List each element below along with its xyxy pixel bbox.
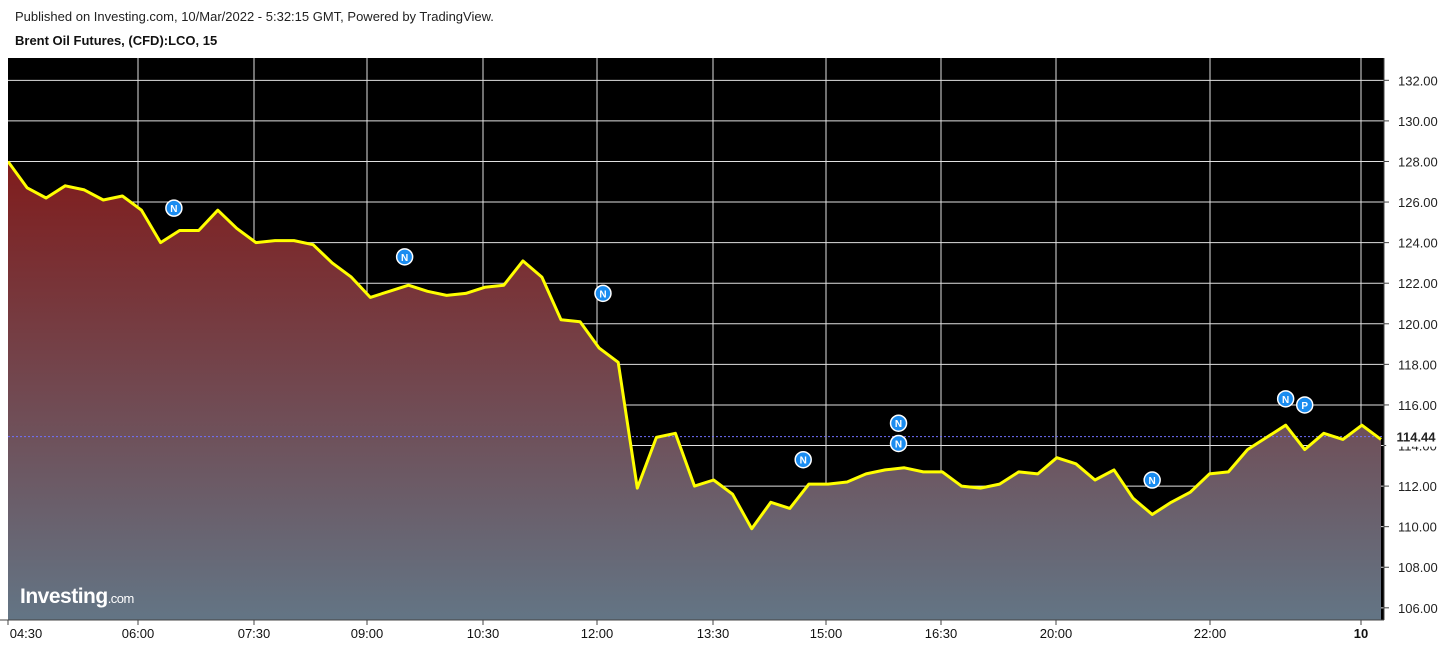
news-marker[interactable]: N	[889, 414, 908, 432]
marker-label: N	[895, 419, 902, 430]
marker-label: N	[1282, 395, 1289, 406]
y-tick-label: 128.00	[1398, 154, 1438, 169]
price-line	[8, 160, 1382, 531]
logo-suffix: .com	[108, 591, 134, 606]
x-tick-label: 10:30	[467, 626, 500, 641]
marker-label: N	[599, 289, 606, 300]
chart-header: Published on Investing.com, 10/Mar/2022 …	[15, 8, 915, 50]
marker-label: N	[800, 456, 807, 467]
news-marker[interactable]: N	[594, 284, 612, 303]
news-marker[interactable]: N	[794, 450, 812, 469]
y-tick-label: 112.00	[1398, 479, 1437, 494]
x-tick-label: 07:30	[238, 626, 271, 641]
last-price-value: 114.44	[1396, 430, 1436, 445]
x-tick-label: 16:30	[925, 626, 958, 641]
x-tick-label: 20:00	[1040, 626, 1073, 641]
news-marker[interactable]: N	[165, 199, 183, 217]
published-info: Published on Investing.com, 10/Mar/2022 …	[15, 9, 494, 24]
x-tick-label: 10	[1354, 626, 1368, 641]
y-axis: 132.00 130.00 128.00 126.00 124.00 122.00 120.…	[1384, 73, 1438, 616]
x-tick-label: 04:30	[10, 626, 43, 641]
marker-label: N	[170, 204, 177, 215]
y-tick-label: 126.00	[1398, 195, 1438, 210]
last-price-label: 114.44	[1386, 426, 1444, 447]
investing-logo: Investing.com	[20, 585, 134, 608]
y-tick-label: 130.00	[1398, 114, 1438, 129]
y-tick-label: 108.00	[1398, 560, 1438, 575]
x-tick-label: 22:00	[1194, 626, 1227, 641]
news-marker[interactable]: N	[1276, 390, 1295, 408]
symbol-title: Brent Oil Futures, (CFD):LCO, 15	[15, 33, 218, 48]
y-tick-label: 122.00	[1398, 276, 1438, 291]
news-marker[interactable]: N	[1143, 471, 1161, 489]
x-axis: 04:30 06:00 07:30 09:00 10:30 12:00 13:30 15:00…	[7, 620, 1368, 641]
y-tick-label: 106.00	[1398, 601, 1438, 616]
marker-label: N	[401, 253, 408, 264]
y-tick-label: 118.00	[1398, 357, 1437, 372]
x-tick-label: 09:00	[351, 626, 384, 641]
marker-label: N	[1149, 476, 1156, 487]
news-marker[interactable]: N	[889, 434, 908, 453]
area-fill	[8, 161, 1381, 620]
svg-text:Investing.com: Investing.com	[20, 585, 134, 608]
y-tick-label: 132.00	[1398, 73, 1438, 88]
y-tick-label: 124.00	[1398, 236, 1438, 251]
news-marker[interactable]: P	[1295, 396, 1314, 414]
y-tick-label: 120.00	[1398, 317, 1438, 332]
marker-label: P	[1301, 401, 1308, 412]
logo-brand: Investing	[20, 585, 108, 608]
news-marker[interactable]: N	[395, 248, 414, 266]
marker-label: N	[895, 439, 902, 450]
x-tick-label: 13:30	[697, 626, 730, 641]
y-tick-label: 116.00	[1398, 398, 1437, 413]
x-tick-label: 15:00	[810, 626, 843, 641]
x-tick-label: 12:00	[581, 626, 614, 641]
y-tick-label: 110.00	[1398, 520, 1437, 535]
x-tick-label: 06:00	[122, 626, 155, 641]
